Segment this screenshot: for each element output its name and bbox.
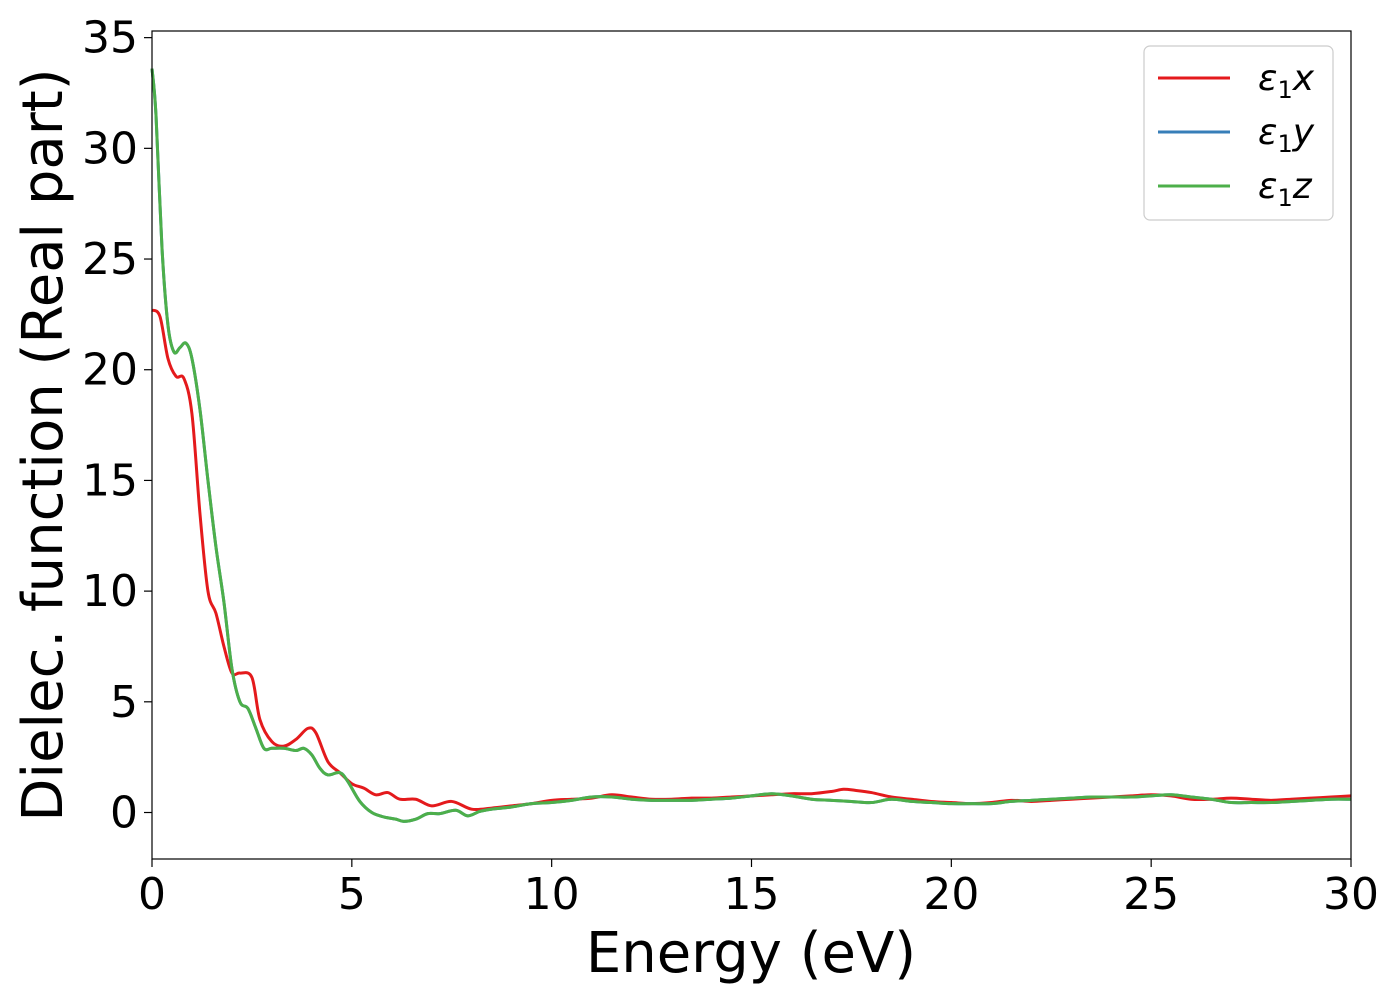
x-tick-label: 5 bbox=[338, 869, 366, 920]
legend-label-z: ε1z bbox=[1258, 166, 1313, 212]
legend-variable: y bbox=[1292, 112, 1315, 153]
series-layer bbox=[150, 68, 1352, 823]
y-tick-label: 5 bbox=[110, 677, 138, 728]
legend-subscript: 1 bbox=[1277, 184, 1292, 212]
x-tick-label: 10 bbox=[524, 869, 580, 920]
series-line-z bbox=[150, 68, 1352, 823]
legend-subscript: 1 bbox=[1277, 76, 1292, 104]
x-tick-label: 30 bbox=[1323, 869, 1379, 920]
y-tick-label: 0 bbox=[110, 788, 138, 839]
legend-symbol: ε bbox=[1258, 112, 1277, 153]
x-axis-title: Energy (eV) bbox=[586, 921, 916, 986]
plot-frame bbox=[151, 30, 1352, 860]
y-axis-title: Dielec. function (Real part) bbox=[11, 68, 76, 821]
y-tick-label: 25 bbox=[82, 234, 138, 285]
y-tick-label: 15 bbox=[82, 455, 138, 506]
x-tick-label: 25 bbox=[1123, 869, 1179, 920]
legend-symbol: ε bbox=[1258, 166, 1277, 207]
y-tick-label: 30 bbox=[82, 123, 138, 174]
legend-subscript: 1 bbox=[1277, 130, 1292, 158]
y-tick-label: 35 bbox=[82, 13, 138, 64]
x-tick-label: 20 bbox=[923, 869, 979, 920]
x-tick-label: 0 bbox=[138, 869, 166, 920]
legend-variable: x bbox=[1292, 58, 1315, 99]
ticks-layer: 0 5 10 15 20 25 30 0 5 10 15 20 25 30 35 bbox=[82, 13, 1379, 920]
legend-frame bbox=[1143, 45, 1334, 221]
legend-variable: z bbox=[1292, 166, 1313, 207]
legend-label-y: ε1y bbox=[1258, 112, 1315, 158]
x-tick-label: 15 bbox=[724, 869, 780, 920]
y-tick-label: 20 bbox=[82, 345, 138, 396]
legend-symbol: ε bbox=[1258, 58, 1277, 99]
y-tick-label: 10 bbox=[82, 566, 138, 617]
legend-label-x: ε1x bbox=[1258, 58, 1315, 104]
